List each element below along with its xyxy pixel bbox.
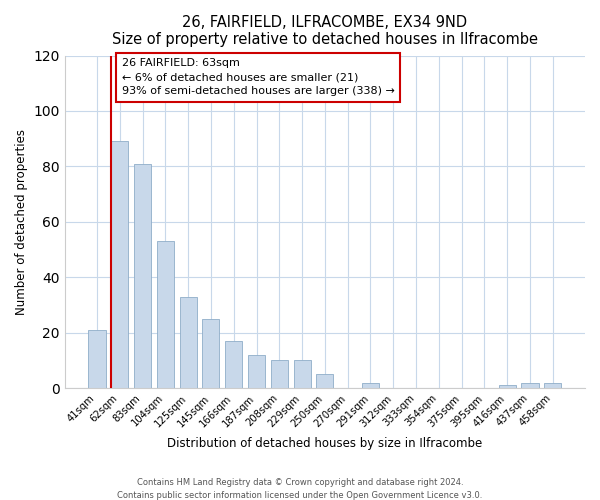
- Text: 26 FAIRFIELD: 63sqm
← 6% of detached houses are smaller (21)
93% of semi-detache: 26 FAIRFIELD: 63sqm ← 6% of detached hou…: [122, 58, 395, 96]
- Bar: [248, 355, 265, 388]
- Y-axis label: Number of detached properties: Number of detached properties: [15, 129, 28, 315]
- Bar: [202, 319, 220, 388]
- X-axis label: Distribution of detached houses by size in Ilfracombe: Distribution of detached houses by size …: [167, 437, 482, 450]
- Title: 26, FAIRFIELD, ILFRACOMBE, EX34 9ND
Size of property relative to detached houses: 26, FAIRFIELD, ILFRACOMBE, EX34 9ND Size…: [112, 15, 538, 48]
- Bar: [316, 374, 334, 388]
- Bar: [179, 296, 197, 388]
- Bar: [88, 330, 106, 388]
- Bar: [544, 382, 562, 388]
- Bar: [293, 360, 311, 388]
- Text: Contains HM Land Registry data © Crown copyright and database right 2024.
Contai: Contains HM Land Registry data © Crown c…: [118, 478, 482, 500]
- Bar: [225, 341, 242, 388]
- Bar: [521, 382, 539, 388]
- Bar: [499, 386, 516, 388]
- Bar: [111, 142, 128, 388]
- Bar: [362, 382, 379, 388]
- Bar: [157, 242, 174, 388]
- Bar: [134, 164, 151, 388]
- Bar: [271, 360, 288, 388]
